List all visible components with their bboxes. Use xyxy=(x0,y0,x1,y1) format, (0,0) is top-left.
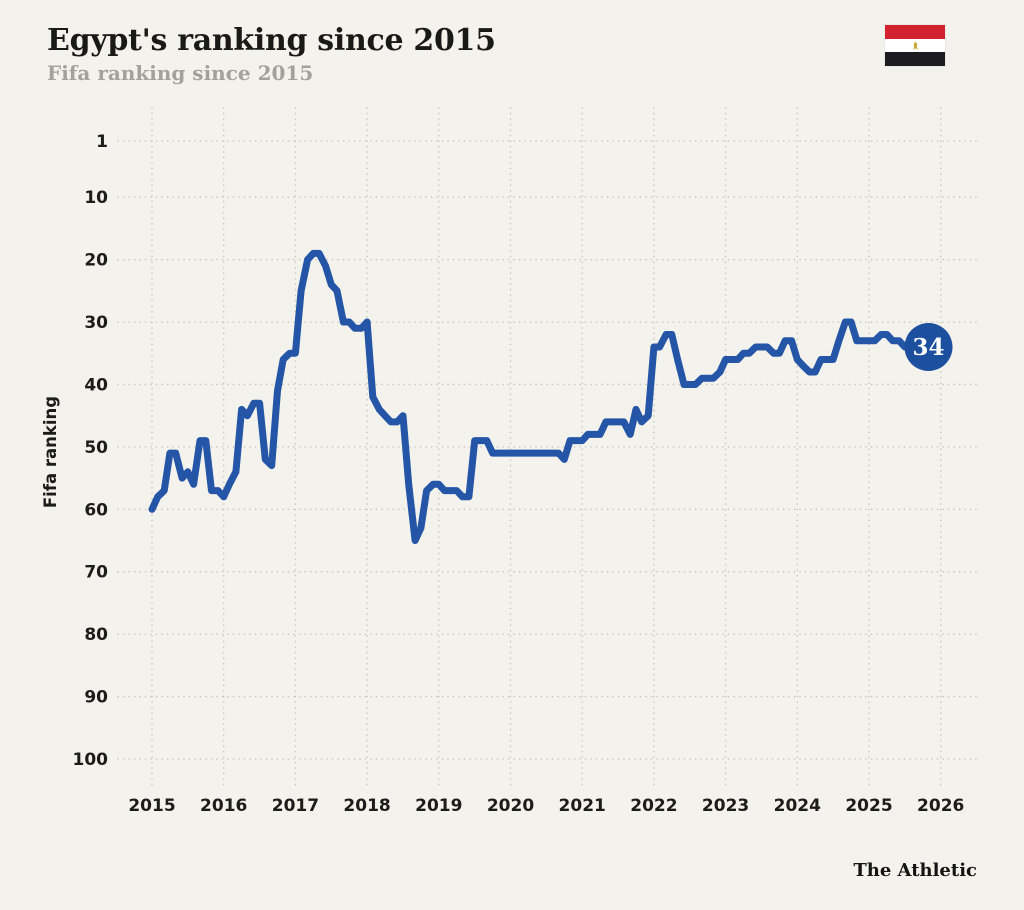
page-title: Egypt's ranking since 2015 xyxy=(47,23,496,58)
x-tick-label: 2024 xyxy=(774,796,821,816)
y-tick-label: 30 xyxy=(84,313,108,333)
flag-white-stripe xyxy=(885,38,945,53)
egypt-flag xyxy=(885,25,945,67)
end-badge-label: 34 xyxy=(913,334,945,361)
eagle-of-saladin-icon xyxy=(912,41,918,50)
x-tick-label: 2022 xyxy=(630,796,677,816)
y-axis-title: Fifa ranking xyxy=(41,396,60,508)
x-tick-label: 2018 xyxy=(343,796,390,816)
y-tick-label: 20 xyxy=(84,251,108,271)
x-tick-label: 2021 xyxy=(559,796,606,816)
flag-black-stripe xyxy=(885,52,945,67)
y-tick-label: 10 xyxy=(84,188,108,208)
x-tick-label: 2017 xyxy=(272,796,319,816)
y-tick-label: 60 xyxy=(84,500,108,520)
x-tick-label: 2015 xyxy=(128,796,175,816)
x-tick-label: 2026 xyxy=(917,796,964,816)
y-tick-label: 40 xyxy=(84,375,108,395)
ranking-line xyxy=(148,249,932,544)
y-tick-label: 100 xyxy=(73,750,109,770)
x-tick-label: 2020 xyxy=(487,796,534,816)
y-tick-label: 1 xyxy=(96,132,108,152)
y-tick-label: 80 xyxy=(84,625,108,645)
x-tick-label: 2019 xyxy=(415,796,462,816)
x-tick-label: 2016 xyxy=(200,796,247,816)
y-tick-label: 70 xyxy=(84,563,108,583)
brand-footer: The Athletic xyxy=(853,860,977,881)
x-tick-label: 2023 xyxy=(702,796,749,816)
end-badge xyxy=(904,322,953,371)
y-tick-label: 90 xyxy=(84,688,108,708)
page-subtitle: Fifa ranking since 2015 xyxy=(47,61,314,85)
x-tick-label: 2025 xyxy=(845,796,892,816)
y-tick-label: 50 xyxy=(84,438,108,458)
flag-red-stripe xyxy=(885,25,945,39)
brand-name: The Athletic xyxy=(853,860,977,881)
